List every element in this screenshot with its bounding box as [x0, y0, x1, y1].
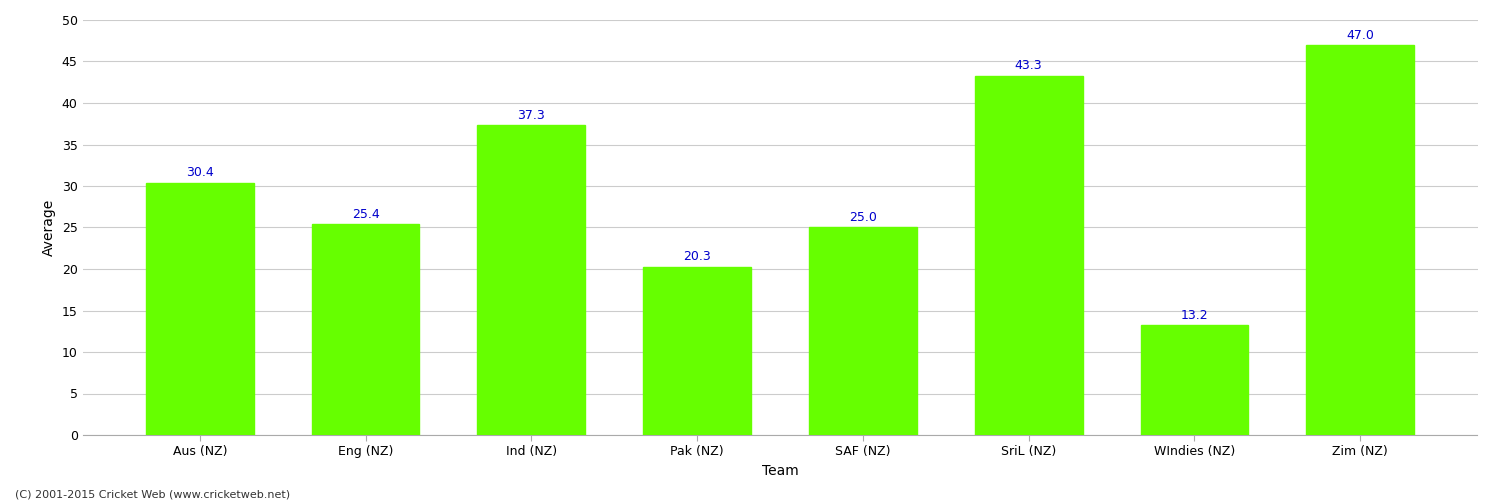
Bar [312, 224, 420, 435]
Y-axis label: Average: Average [42, 199, 56, 256]
Bar [146, 182, 254, 435]
Bar [808, 228, 916, 435]
Bar [1140, 326, 1248, 435]
Text: 47.0: 47.0 [1347, 28, 1374, 42]
Bar [644, 266, 752, 435]
Text: 13.2: 13.2 [1180, 309, 1209, 322]
Bar [975, 76, 1083, 435]
Bar [477, 126, 585, 435]
Bar [1306, 45, 1414, 435]
X-axis label: Team: Team [762, 464, 798, 478]
Text: (C) 2001-2015 Cricket Web (www.cricketweb.net): (C) 2001-2015 Cricket Web (www.cricketwe… [15, 490, 290, 500]
Text: 37.3: 37.3 [518, 109, 544, 122]
Text: 25.0: 25.0 [849, 211, 877, 224]
Text: 30.4: 30.4 [186, 166, 213, 179]
Text: 25.4: 25.4 [351, 208, 380, 221]
Text: 43.3: 43.3 [1016, 60, 1042, 72]
Text: 20.3: 20.3 [682, 250, 711, 263]
